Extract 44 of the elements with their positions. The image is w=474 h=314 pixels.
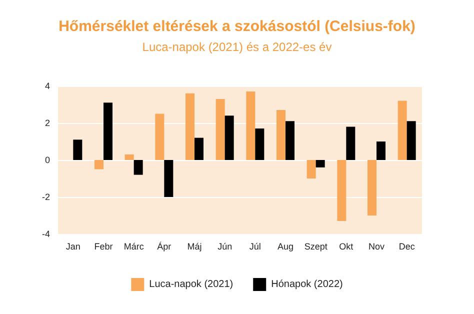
bar	[194, 138, 204, 160]
bar	[306, 160, 316, 178]
bar	[124, 154, 134, 160]
bar	[186, 93, 194, 160]
x-tick-label: Márc	[124, 242, 144, 252]
x-tick-label: Júl	[249, 242, 261, 252]
bar	[346, 126, 356, 160]
bar	[398, 100, 407, 160]
y-tick-label: 2	[44, 118, 50, 128]
bar	[255, 128, 264, 160]
bar	[368, 160, 376, 216]
legend-label: Luca-napok (2021)	[149, 279, 234, 290]
bar	[406, 121, 416, 160]
x-tick-label: Okt	[339, 242, 354, 252]
x-tick-label: Febr	[94, 242, 113, 252]
bar	[94, 160, 104, 170]
bar	[104, 102, 112, 160]
y-tick-label: 0	[44, 155, 50, 165]
x-tick-label: Máj	[187, 242, 202, 252]
bar	[164, 160, 174, 197]
bar	[134, 160, 143, 175]
y-tick-label: -4	[42, 229, 50, 239]
x-tick-label: Dec	[398, 242, 416, 252]
bar	[276, 110, 286, 160]
y-tick-label: 4	[44, 81, 50, 91]
bar	[337, 160, 346, 222]
bar	[216, 98, 225, 160]
x-tick-label: Jan	[66, 242, 80, 252]
y-tick-label: -2	[42, 192, 50, 202]
bar	[73, 140, 82, 160]
x-tick-label: Szept	[304, 242, 328, 252]
chart-subtitle: Luca-napok (2021) és a 2022-es év	[142, 40, 332, 54]
x-tick-label: Nov	[368, 242, 385, 252]
bar	[246, 92, 256, 160]
x-tick-label: Ápr	[157, 242, 172, 252]
chart-title: Hőmérséklet eltérések a szokásostól (Celsius-fok)	[58, 18, 416, 35]
bar	[316, 160, 325, 168]
bar	[286, 121, 294, 160]
bar	[376, 142, 386, 160]
bar	[155, 114, 164, 160]
x-tick-label: Aug	[277, 242, 294, 252]
x-tick-label: Jún	[218, 242, 232, 252]
legend-label: Hónapok (2022)	[271, 279, 343, 290]
bar	[224, 116, 234, 160]
